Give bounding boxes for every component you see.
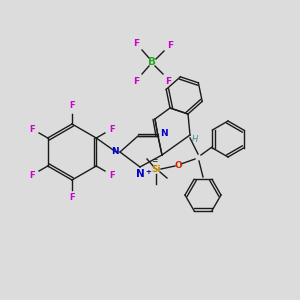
Text: N: N xyxy=(111,146,119,155)
Text: F: F xyxy=(133,76,139,85)
Text: O: O xyxy=(174,160,182,169)
Text: F: F xyxy=(69,194,75,202)
Text: F: F xyxy=(29,124,35,134)
Text: F: F xyxy=(109,124,115,134)
Text: =: = xyxy=(151,157,157,166)
Text: F: F xyxy=(165,76,171,85)
Text: F: F xyxy=(109,170,115,179)
Text: N: N xyxy=(136,169,144,179)
Text: F: F xyxy=(167,40,173,50)
Text: +: + xyxy=(145,169,151,175)
Text: Si: Si xyxy=(151,166,161,175)
Text: F: F xyxy=(133,38,139,47)
Text: H: H xyxy=(192,134,198,143)
Text: N: N xyxy=(160,130,168,139)
Text: B: B xyxy=(148,57,156,67)
Text: F: F xyxy=(29,170,35,179)
Text: F: F xyxy=(69,101,75,110)
